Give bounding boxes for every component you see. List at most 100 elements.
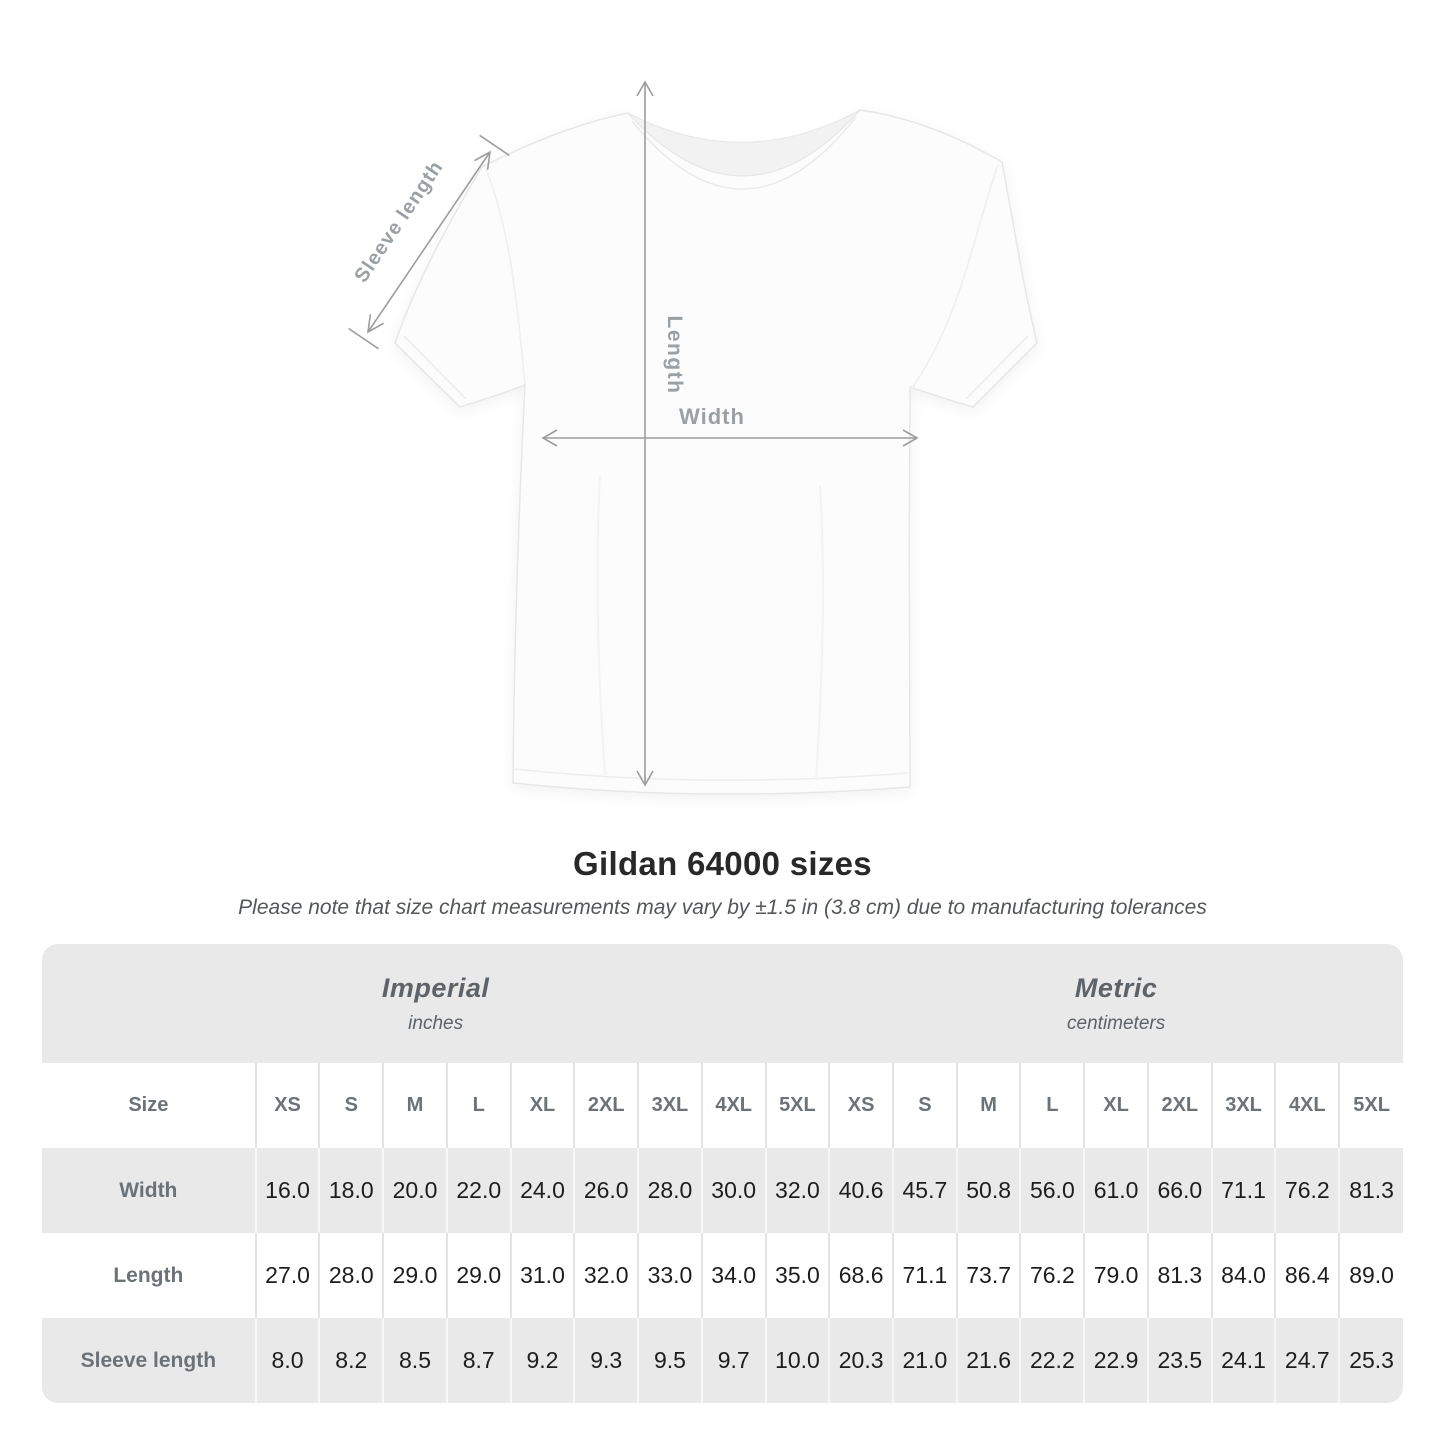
size-header-imperial: S xyxy=(318,1063,384,1148)
measurement-value: 35.0 xyxy=(764,1233,830,1318)
measurement-label: Length xyxy=(42,1233,256,1318)
measurement-value: 20.3 xyxy=(828,1318,894,1403)
sleeve-length-arrow xyxy=(348,134,510,350)
size-header-metric: 4XL xyxy=(1274,1063,1340,1148)
unit-header-imperial: Imperial inches xyxy=(42,944,830,1063)
measurement-value: 22.0 xyxy=(445,1148,511,1233)
units-header-row: Imperial inches Metric centimeters xyxy=(42,944,1403,1063)
size-header-metric: 2XL xyxy=(1146,1063,1212,1148)
size-chart-body: Width 16.0 18.0 20.0 22.0 24.0 26.0 28.0 30.0 32.… xyxy=(42,1148,1403,1403)
measurement-value: 45.7 xyxy=(892,1148,957,1233)
size-header-imperial: M xyxy=(382,1063,447,1148)
measurement-value: 32.0 xyxy=(573,1233,639,1318)
measurement-value: 22.9 xyxy=(1083,1318,1148,1403)
measurement-value: 32.0 xyxy=(764,1148,830,1233)
size-header-metric: XL xyxy=(1083,1063,1148,1148)
measurement-value: 24.0 xyxy=(509,1148,575,1233)
measurement-value: 18.0 xyxy=(318,1148,384,1233)
measurement-value: 23.5 xyxy=(1146,1318,1212,1403)
size-header-metric: S xyxy=(892,1063,957,1148)
measurement-value: 28.0 xyxy=(318,1233,384,1318)
measurement-value: 50.8 xyxy=(955,1148,1021,1233)
measurement-value: 8.2 xyxy=(318,1318,384,1403)
measurement-value: 71.1 xyxy=(1210,1148,1276,1233)
length-label: Length xyxy=(663,316,686,395)
measurement-value: 71.1 xyxy=(892,1233,957,1318)
measurement-row: Length 27.0 28.0 29.0 29.0 31.0 32.0 33.0 34.0 35… xyxy=(42,1233,1403,1318)
size-header-imperial: 5XL xyxy=(764,1063,830,1148)
measurement-value: 9.7 xyxy=(700,1318,766,1403)
measurement-value: 33.0 xyxy=(637,1233,702,1318)
size-header-metric: L xyxy=(1019,1063,1085,1148)
measurement-value: 24.7 xyxy=(1274,1318,1340,1403)
measurement-value: 73.7 xyxy=(955,1233,1021,1318)
measurement-value: 76.2 xyxy=(1019,1233,1085,1318)
measurement-value: 9.5 xyxy=(637,1318,702,1403)
size-header-metric: XS xyxy=(828,1063,894,1148)
size-header-imperial: XS xyxy=(254,1063,320,1148)
metric-subtitle: centimeters xyxy=(1067,1012,1166,1034)
measurement-value: 21.0 xyxy=(892,1318,957,1403)
measurement-value: 8.5 xyxy=(382,1318,447,1403)
measurement-value: 30.0 xyxy=(700,1148,766,1233)
measurement-value: 84.0 xyxy=(1210,1233,1276,1318)
measurement-value: 40.6 xyxy=(828,1148,894,1233)
measurement-value: 21.6 xyxy=(955,1318,1021,1403)
measurement-value: 25.3 xyxy=(1338,1318,1403,1403)
size-header-imperial: 3XL xyxy=(637,1063,702,1148)
page-title: Gildan 64000 sizes xyxy=(573,845,872,882)
measurement-value: 8.0 xyxy=(254,1318,320,1403)
measurement-value: 20.0 xyxy=(382,1148,447,1233)
width-label: Width xyxy=(679,404,745,429)
size-header-row: Size XS S M L XL 2XL 3XL 4XL 5XL XS S M L XL 2XL 3XL 4XL 5… xyxy=(42,1063,1403,1148)
measurement-value: 86.4 xyxy=(1274,1233,1340,1318)
size-header-label: Size xyxy=(42,1063,256,1148)
measurement-value: 56.0 xyxy=(1019,1148,1085,1233)
measurement-value: 22.2 xyxy=(1019,1318,1085,1403)
page-subtitle: Please note that size chart measurements… xyxy=(238,896,1207,919)
measurement-value: 34.0 xyxy=(700,1233,766,1318)
width-arrow xyxy=(541,429,919,447)
size-header-metric: M xyxy=(955,1063,1021,1148)
measurement-label: Width xyxy=(42,1148,256,1233)
imperial-subtitle: inches xyxy=(408,1012,464,1034)
measurement-row: Width 16.0 18.0 20.0 22.0 24.0 26.0 28.0 30.0 32.… xyxy=(42,1148,1403,1233)
size-header-imperial: L xyxy=(445,1063,511,1148)
measurement-row: Sleeve length 8.0 8.2 8.5 8.7 9.2 9.3 9.5 9.7 10.… xyxy=(42,1318,1403,1403)
measurement-value: 66.0 xyxy=(1146,1148,1212,1233)
measurement-value: 61.0 xyxy=(1083,1148,1148,1233)
measurement-value: 89.0 xyxy=(1338,1233,1403,1318)
measurement-value: 8.7 xyxy=(445,1318,511,1403)
measurement-value: 81.3 xyxy=(1146,1233,1212,1318)
measurement-value: 16.0 xyxy=(254,1148,320,1233)
measurement-value: 79.0 xyxy=(1083,1233,1148,1318)
measurement-value: 29.0 xyxy=(445,1233,511,1318)
measurement-value: 24.1 xyxy=(1210,1318,1276,1403)
measurement-value: 29.0 xyxy=(382,1233,447,1318)
measurement-value: 9.2 xyxy=(509,1318,575,1403)
measurement-value: 27.0 xyxy=(254,1233,320,1318)
size-header-metric: 3XL xyxy=(1210,1063,1276,1148)
size-header-imperial: 2XL xyxy=(573,1063,639,1148)
tshirt-graphic xyxy=(394,109,1038,795)
measurement-value: 81.3 xyxy=(1338,1148,1403,1233)
measurement-value: 28.0 xyxy=(637,1148,702,1233)
measurement-value: 26.0 xyxy=(573,1148,639,1233)
measurement-label: Sleeve length xyxy=(42,1318,256,1403)
length-arrow xyxy=(636,80,654,787)
size-header-imperial: XL xyxy=(509,1063,575,1148)
measurement-value: 76.2 xyxy=(1274,1148,1340,1233)
tshirt-diagram: Length Width Sleeve length xyxy=(348,80,1038,795)
metric-title: Metric xyxy=(1074,972,1158,1003)
imperial-title: Imperial xyxy=(381,972,490,1003)
measurement-value: 31.0 xyxy=(509,1233,575,1318)
measurement-value: 9.3 xyxy=(573,1318,639,1403)
size-chart: Imperial inches Metric centimeters Size X… xyxy=(42,944,1403,1403)
unit-header-metric: Metric centimeters xyxy=(829,944,1403,1063)
measurement-value: 68.6 xyxy=(828,1233,894,1318)
measurement-value: 10.0 xyxy=(764,1318,830,1403)
size-header-metric: 5XL xyxy=(1338,1063,1403,1148)
size-chart-table: Imperial inches Metric centimeters Size X… xyxy=(42,944,1403,1403)
size-header-imperial: 4XL xyxy=(700,1063,766,1148)
